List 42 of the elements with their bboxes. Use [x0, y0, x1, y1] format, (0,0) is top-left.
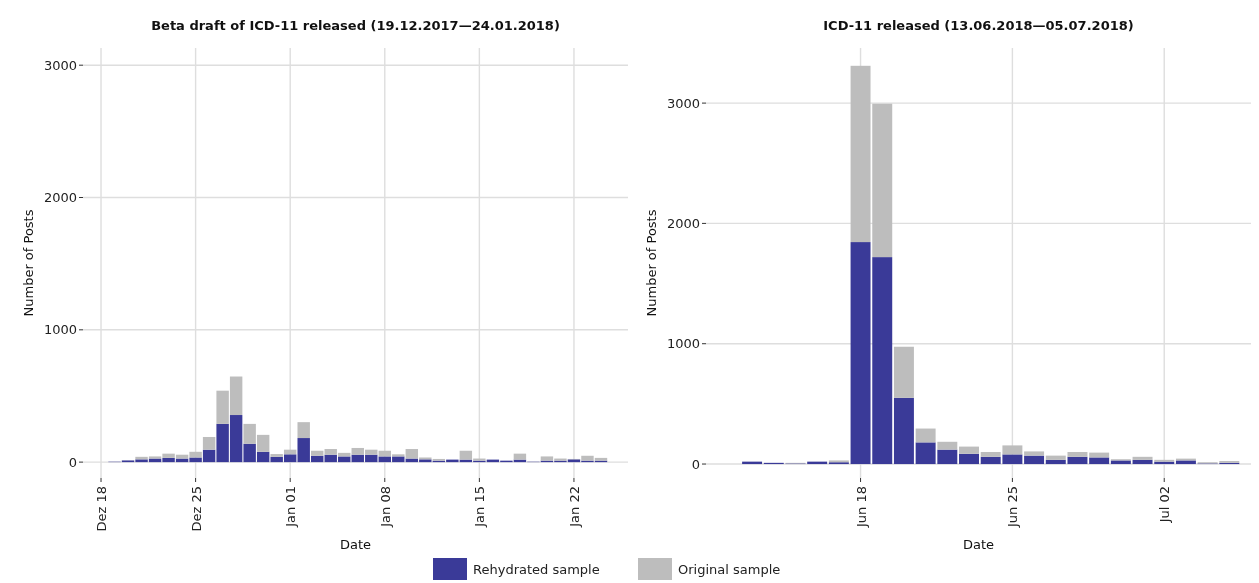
bar	[1110, 460, 1131, 465]
bar	[1132, 456, 1153, 460]
bar	[202, 436, 216, 450]
y-tick-label: 1000	[43, 322, 77, 338]
y-axis-title: Number of Posts	[21, 209, 36, 317]
x-tick-label: Jan 15	[472, 486, 488, 528]
y-tick-label: 1000	[666, 336, 700, 352]
x-tick-label: Jun 25	[1005, 486, 1021, 528]
bar	[959, 453, 979, 465]
x-axis-title: Date	[339, 537, 372, 552]
x-tick-label: Jun 18	[853, 486, 869, 528]
bar	[937, 441, 958, 450]
chart-title: ICD-11 released (13.06.2018—05.07.2018)	[823, 18, 1134, 33]
chart-title: Beta draft of ICD-11 released (19.12.2017—24.01.2018)	[151, 18, 560, 33]
bar	[513, 453, 527, 460]
bar	[270, 454, 283, 457]
x-tick-label: Jan 08	[377, 486, 393, 528]
x-tick-label: Dez 18	[94, 486, 110, 532]
bar	[893, 397, 914, 465]
bar	[1024, 451, 1045, 456]
y-tick-label: 3000	[666, 95, 700, 111]
bar	[893, 346, 914, 398]
x-axis-title: Date	[962, 537, 995, 552]
x-tick-label: Jul 02	[1157, 486, 1173, 524]
y-tick-label: 3000	[43, 57, 77, 73]
bar	[1024, 455, 1045, 465]
bar	[1175, 460, 1196, 465]
bar	[915, 428, 936, 443]
legend-label: Rehydrated sample	[473, 561, 600, 577]
y-tick-label: 2000	[43, 190, 77, 206]
x-tick-label: Jan 22	[566, 486, 582, 528]
bar	[297, 422, 310, 439]
legend-label: Original sample	[678, 561, 781, 577]
bar	[311, 450, 324, 456]
x-tick-label: Dez 25	[188, 486, 204, 532]
y-axis-title: Number of Posts	[644, 209, 659, 317]
y-tick-label: 0	[691, 456, 700, 472]
bar	[1089, 457, 1110, 465]
y-tick-label: 2000	[666, 215, 700, 231]
x-tick-label: Jan 01	[283, 486, 299, 528]
y-tick-label: 0	[68, 454, 77, 470]
bar	[959, 446, 979, 454]
